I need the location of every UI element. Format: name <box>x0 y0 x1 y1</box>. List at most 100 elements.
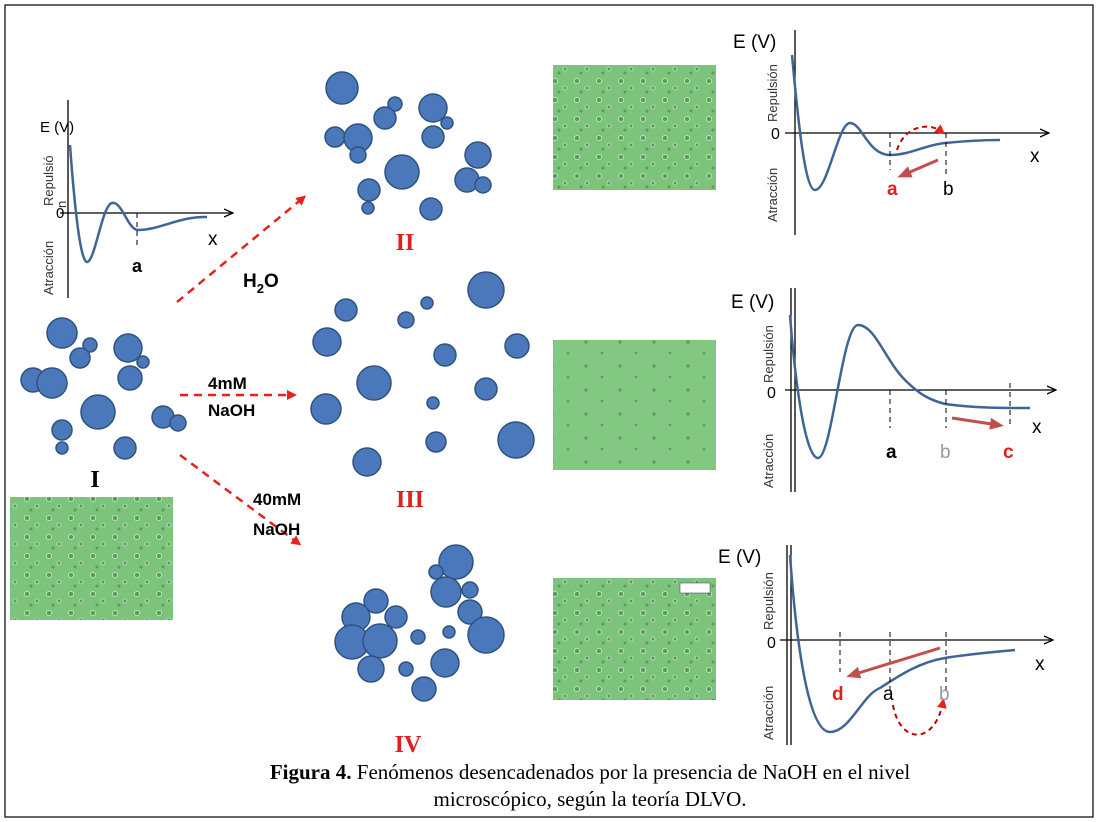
droplet <box>398 312 414 328</box>
droplet <box>70 348 90 368</box>
droplet <box>468 272 504 308</box>
droplet <box>81 395 115 429</box>
droplet <box>426 432 446 452</box>
droplet <box>325 127 345 147</box>
droplet <box>465 142 491 168</box>
shift-arrow <box>952 418 998 425</box>
droplet <box>358 179 380 201</box>
attraction-label: Atracción <box>765 168 780 222</box>
transition-path <box>897 127 942 150</box>
potential-plot: E (V) 0 x a Repulsió n Atracción <box>40 100 232 298</box>
droplet <box>422 126 444 148</box>
droplet <box>311 394 341 424</box>
potential-plot: E (V) 0 x a b Repulsión Atracción <box>733 30 1048 235</box>
caption-label: Figura 4. <box>270 760 352 784</box>
droplet <box>475 378 497 400</box>
y-label: E (V) <box>731 292 774 313</box>
caption: Figura 4. Fenómenos desencadenados por l… <box>270 760 910 784</box>
droplet <box>427 397 439 409</box>
x-label: x <box>1032 417 1042 438</box>
potential-curve <box>790 315 1030 458</box>
droplet <box>429 565 443 579</box>
shift-arrow <box>903 160 938 175</box>
x-label: x <box>1030 146 1040 167</box>
droplet <box>363 624 397 658</box>
marker-label: a <box>883 684 894 705</box>
x-label: x <box>208 229 218 250</box>
arrow-label: 4mM <box>208 374 247 393</box>
droplet <box>137 356 149 368</box>
arrow-label: 40mM <box>253 490 301 509</box>
droplet <box>434 344 456 366</box>
attraction-label: Atracción <box>761 686 776 740</box>
arrow-label: H2O <box>243 271 279 296</box>
droplet <box>421 297 433 309</box>
micrograph <box>553 65 716 190</box>
droplet <box>52 420 72 440</box>
droplet <box>385 606 407 628</box>
repulsion-label: Repulsión <box>761 572 776 630</box>
arrow-label-part: O <box>264 271 279 292</box>
droplet <box>462 582 478 598</box>
droplet <box>362 202 374 214</box>
potential-plot: E (V) 0 x d a b Repulsión Atracción <box>718 545 1052 745</box>
droplet <box>443 626 455 638</box>
figure: I II III IV H2O 4mM NaOH 40mM NaOH E (V)… <box>0 0 1098 822</box>
arrow-label-sub: 2 <box>257 281 264 296</box>
repulsion-label: Repulsión <box>765 64 780 122</box>
marker-label: b <box>943 179 954 200</box>
droplet <box>374 107 396 129</box>
droplet <box>47 318 77 348</box>
potential-curve <box>790 555 1015 732</box>
droplet <box>37 368 67 398</box>
droplet <box>385 155 419 189</box>
droplet <box>441 117 453 129</box>
zero-label: 0 <box>767 635 776 652</box>
state-label: I <box>90 467 99 493</box>
marker-label: a <box>886 442 897 463</box>
repulsion-label: n <box>54 201 69 208</box>
arrow-label-part: H <box>243 271 257 292</box>
droplet <box>475 177 491 193</box>
repulsion-label: Repulsió <box>41 155 56 206</box>
droplet <box>170 415 186 431</box>
attraction-label: Atracción <box>761 434 776 488</box>
droplet <box>420 198 442 220</box>
scale-bar <box>680 583 710 593</box>
droplet <box>313 328 341 356</box>
zero-label: 0 <box>771 126 780 143</box>
arrow-label: NaOH <box>253 520 300 539</box>
droplet <box>326 72 358 104</box>
transition-path <box>893 702 943 735</box>
marker-label: a <box>887 179 898 200</box>
droplet <box>505 334 529 358</box>
y-label: E (V) <box>40 119 74 136</box>
marker-label: d <box>832 684 844 705</box>
droplet <box>118 366 142 390</box>
droplet <box>412 677 436 701</box>
marker-label: b <box>940 442 951 463</box>
caption-text: microscópico, según la teoría DLVO. <box>434 787 747 811</box>
state-label: II <box>396 230 415 256</box>
droplet <box>56 442 68 454</box>
y-label: E (V) <box>718 547 761 568</box>
droplet <box>411 630 425 644</box>
potential-curve <box>70 145 207 262</box>
potential-curve <box>792 55 1000 190</box>
caption-text: Fenómenos desencadenados por la presenci… <box>357 760 911 784</box>
droplet <box>335 299 357 321</box>
micrograph <box>10 497 173 620</box>
droplet <box>114 437 136 459</box>
marker-label: c <box>1003 442 1014 463</box>
attraction-label: Atracción <box>41 241 56 295</box>
droplet <box>399 662 413 676</box>
micrograph <box>553 578 716 700</box>
droplet <box>498 422 534 458</box>
y-label: E (V) <box>733 32 776 53</box>
x-label: x <box>1035 654 1045 675</box>
droplet <box>431 577 461 607</box>
droplet <box>358 656 384 682</box>
zero-label: 0 <box>767 385 776 402</box>
marker-label: a <box>132 256 143 276</box>
state-label: III <box>396 487 424 513</box>
